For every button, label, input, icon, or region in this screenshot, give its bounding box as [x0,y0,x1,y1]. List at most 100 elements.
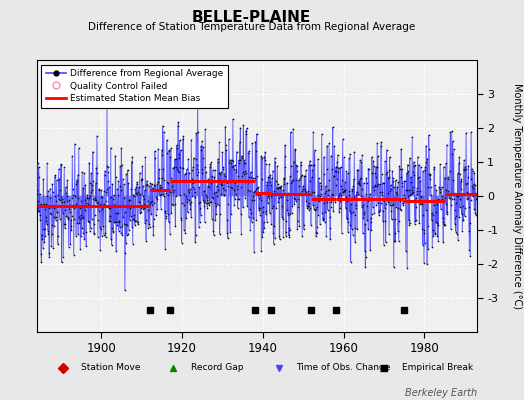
Point [337,183,345,190]
Point [175,151,183,157]
Point [212,202,221,209]
Point [247,174,255,180]
Point [320,200,329,206]
Point [183,209,192,216]
Point [291,196,299,202]
Point [361,264,369,270]
Point [252,217,260,223]
Point [33,186,41,193]
Text: Time of Obs. Change: Time of Obs. Change [297,364,391,372]
Point [95,187,103,193]
Point [194,200,203,206]
Point [358,186,367,193]
Point [206,198,215,205]
Point [328,166,336,172]
Point [344,218,353,225]
Point [237,231,245,238]
Point [55,176,63,182]
Point [386,188,395,194]
Point [108,196,117,202]
Point [464,174,472,180]
Point [134,221,142,228]
Point [69,186,77,192]
Point [73,171,82,178]
Point [129,191,137,198]
Point [32,190,41,197]
Point [132,184,140,190]
Point [204,176,213,183]
Point [446,129,454,135]
Point [389,264,398,270]
Point [424,184,433,190]
Point [111,219,119,226]
Point [373,164,381,170]
Point [247,218,256,225]
Point [452,200,460,206]
Point [209,194,217,201]
Point [156,184,165,190]
Point [298,188,306,194]
Point [300,226,308,233]
Point [348,187,356,194]
Point [179,133,188,139]
Point [374,180,383,187]
Point [60,206,69,213]
Point [52,177,61,183]
Point [392,203,400,210]
Point [401,195,409,201]
Point [92,197,100,203]
Point [195,219,204,225]
Point [156,182,164,189]
Point [267,182,275,188]
Point [65,197,73,203]
Point [467,176,476,182]
Point [308,188,316,195]
Point [421,164,430,171]
Point [297,162,305,168]
Point [270,188,278,194]
Point [414,174,423,180]
Point [167,174,175,181]
Point [189,180,197,186]
Point [288,202,297,209]
Point [290,158,298,165]
Point [86,188,95,195]
Point [263,219,271,225]
Point [188,166,196,173]
Point [239,160,248,167]
Point [272,184,281,191]
Point [466,192,474,198]
Point [60,198,68,205]
Point [345,208,354,215]
Point [429,233,438,240]
Point [305,207,313,213]
Point [359,215,368,221]
Point [464,194,472,201]
Point [82,200,91,206]
Point [315,196,323,203]
Point [205,202,213,209]
Point [362,175,370,181]
Point [341,178,349,185]
Point [83,194,91,201]
Point [149,232,158,238]
Point [74,231,82,237]
Point [259,229,268,235]
Point [136,205,145,212]
Point [199,196,207,203]
Point [210,232,218,238]
Point [41,201,50,207]
Point [328,195,336,202]
Point [401,248,410,254]
Point [59,221,68,228]
Point [266,193,275,199]
Point [319,215,328,222]
Point [52,197,60,204]
Point [165,148,173,154]
Point [252,186,260,192]
Point [358,152,366,159]
Point [219,164,227,170]
Point [303,203,311,209]
Point [45,253,53,260]
Point [270,223,278,229]
